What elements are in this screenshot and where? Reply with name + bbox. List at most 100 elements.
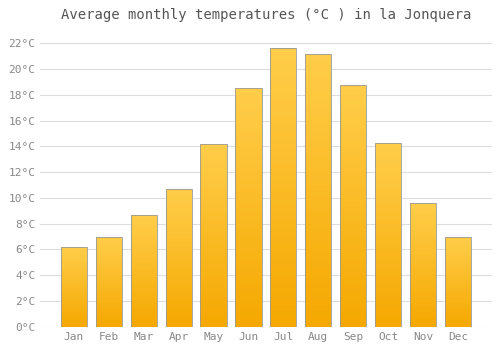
Bar bbox=[270, 199, 296, 204]
Bar bbox=[96, 251, 122, 253]
Bar bbox=[375, 194, 402, 198]
Bar bbox=[130, 275, 157, 278]
Bar bbox=[445, 321, 471, 323]
Bar bbox=[375, 253, 402, 257]
Bar bbox=[445, 325, 471, 327]
Bar bbox=[410, 282, 436, 285]
Bar bbox=[130, 217, 157, 219]
Bar bbox=[445, 273, 471, 274]
Bar bbox=[375, 142, 402, 146]
Bar bbox=[236, 141, 262, 146]
Bar bbox=[166, 189, 192, 192]
Bar bbox=[340, 240, 366, 244]
Bar bbox=[340, 181, 366, 186]
Bar bbox=[166, 296, 192, 299]
Bar bbox=[305, 196, 332, 201]
Bar bbox=[270, 210, 296, 216]
Bar bbox=[130, 320, 157, 322]
Bar bbox=[130, 309, 157, 311]
Bar bbox=[236, 117, 262, 122]
Bar bbox=[60, 301, 87, 303]
Bar bbox=[305, 81, 332, 86]
Bar bbox=[445, 242, 471, 244]
Bar bbox=[60, 248, 87, 250]
Bar bbox=[340, 288, 366, 293]
Bar bbox=[445, 267, 471, 269]
Bar bbox=[236, 189, 262, 193]
Bar bbox=[166, 250, 192, 252]
Bar bbox=[130, 233, 157, 235]
Bar bbox=[200, 224, 226, 228]
Bar bbox=[236, 303, 262, 308]
Bar bbox=[305, 141, 332, 147]
Bar bbox=[410, 287, 436, 290]
Bar bbox=[340, 201, 366, 206]
Bar bbox=[410, 253, 436, 255]
Bar bbox=[60, 276, 87, 277]
Bar bbox=[166, 239, 192, 241]
Bar bbox=[236, 212, 262, 217]
Bar bbox=[236, 93, 262, 98]
Bar bbox=[96, 271, 122, 273]
Bar bbox=[375, 209, 402, 212]
Bar bbox=[375, 187, 402, 190]
Bar bbox=[200, 159, 226, 162]
Bar bbox=[96, 265, 122, 267]
Bar bbox=[96, 287, 122, 289]
Bar bbox=[166, 205, 192, 208]
Bar bbox=[60, 292, 87, 293]
Bar bbox=[236, 270, 262, 274]
Bar bbox=[60, 304, 87, 306]
Bar bbox=[200, 279, 226, 283]
Bar bbox=[270, 143, 296, 149]
Bar bbox=[340, 177, 366, 181]
Bar bbox=[236, 284, 262, 289]
Bar bbox=[270, 166, 296, 171]
Bar bbox=[375, 323, 402, 327]
Bar bbox=[96, 303, 122, 305]
Bar bbox=[200, 308, 226, 312]
Bar bbox=[236, 198, 262, 203]
Bar bbox=[270, 76, 296, 82]
Bar bbox=[60, 303, 87, 304]
Bar bbox=[236, 279, 262, 284]
Bar bbox=[270, 226, 296, 232]
Bar bbox=[96, 244, 122, 246]
Bar bbox=[410, 309, 436, 312]
Bar bbox=[60, 261, 87, 263]
Bar bbox=[340, 230, 366, 235]
Bar bbox=[236, 231, 262, 236]
Bar bbox=[305, 103, 332, 108]
Bar bbox=[340, 307, 366, 312]
Bar bbox=[445, 307, 471, 309]
Bar bbox=[96, 260, 122, 262]
Bar bbox=[270, 266, 296, 271]
Bar bbox=[236, 322, 262, 327]
Bar bbox=[200, 188, 226, 191]
Bar bbox=[166, 208, 192, 211]
Bar bbox=[305, 108, 332, 114]
Bar bbox=[130, 239, 157, 241]
Bar bbox=[96, 312, 122, 314]
Bar bbox=[305, 305, 332, 310]
Bar bbox=[96, 323, 122, 325]
Bar bbox=[270, 171, 296, 176]
Bar bbox=[270, 254, 296, 260]
Bar bbox=[270, 93, 296, 99]
Bar bbox=[270, 293, 296, 299]
Bar bbox=[236, 227, 262, 231]
Bar bbox=[445, 305, 471, 307]
Bar bbox=[270, 132, 296, 138]
Bar bbox=[445, 269, 471, 271]
Bar bbox=[130, 253, 157, 255]
Bar bbox=[96, 282, 122, 284]
Bar bbox=[375, 168, 402, 172]
Bar bbox=[305, 201, 332, 206]
Bar bbox=[236, 122, 262, 127]
Bar bbox=[375, 290, 402, 294]
Bar bbox=[410, 235, 436, 238]
Bar bbox=[375, 260, 402, 264]
Bar bbox=[96, 300, 122, 302]
Bar bbox=[340, 119, 366, 123]
Bar bbox=[200, 221, 226, 224]
